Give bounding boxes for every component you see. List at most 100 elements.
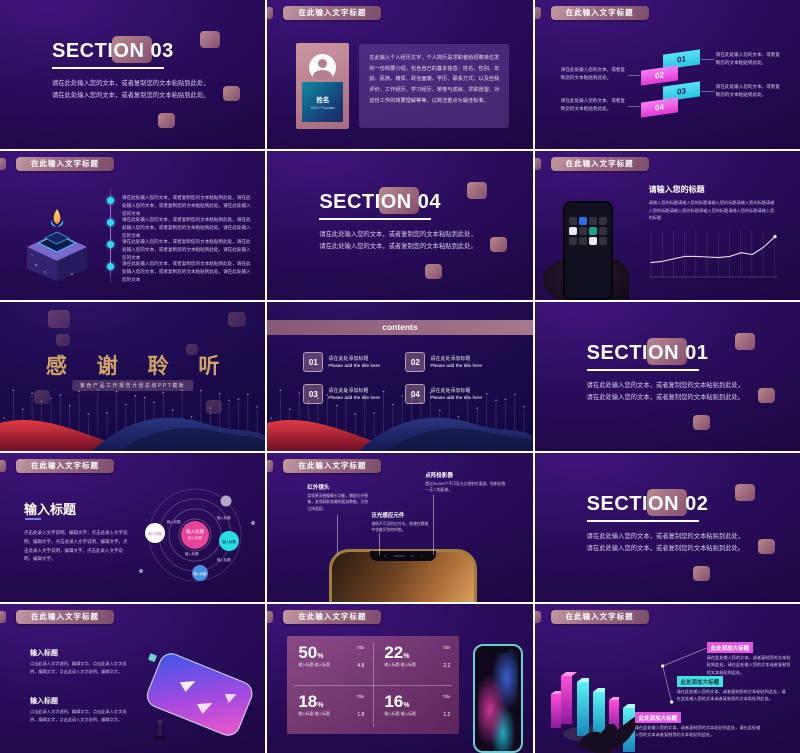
particle-dot: [50, 397, 52, 400]
contents-item: 01 请在此处添加标题 Please add the title here: [303, 352, 380, 372]
callout-text: 借助不可见的红外光，即使在黑暗中也能识别你的脸。: [371, 522, 429, 533]
line-chart: [648, 231, 777, 278]
stat-cell: 22% 输入标题 输入标题 Title 2.2: [373, 636, 459, 685]
header-fragment: [267, 611, 274, 623]
stat-value: 4.8: [357, 663, 365, 669]
block-heading: 输入标题: [30, 698, 58, 705]
callout-infrared: 红外镜头 实现原深感摄像头功能，捕捉红外图像，进而获取准确的面部数据，识别立体面…: [307, 483, 371, 512]
particle-dot: [181, 389, 183, 391]
highlight-text: 请在此处输入您的文本，或者复制您的文本粘贴到此处，请在此处输入您的文本或者复制您…: [634, 725, 761, 738]
phone-ui-tile: [588, 227, 597, 235]
header-fragment: [0, 158, 6, 170]
particle-dot: [228, 399, 230, 402]
profile-text: 在此输入个人经历文字，个人简历是求职者给招聘单位发的一份简要介绍，包含自己的基本…: [359, 44, 510, 128]
step-text: 请在此处输入您的文本，或者复制您的文本粘贴到此处。: [715, 52, 780, 66]
slide-thumb-contents[interactable]: contents 01 请在此处添加标题 Please add the titl…: [267, 302, 533, 451]
particle-dot: [458, 416, 460, 418]
slide-thumb-section-02[interactable]: SECTION 02 请在此处输入您的文本，或者复制您的文本粘贴到此处，请在此处…: [534, 453, 800, 602]
stat-value: 2.2: [443, 663, 451, 669]
slide-thumb-thank-you[interactable]: 感 谢 聆 听 紫色产品工作报告计划总结PPT模板: [0, 302, 266, 451]
phone-ui-tile: [568, 237, 577, 245]
step-02: 02: [640, 65, 678, 86]
callout-text: 实现原深感摄像头功能，捕捉红外图像，进而获取准确的面部数据，识别立体面容。: [307, 494, 369, 511]
slide-thumb-iso-phone[interactable]: 在此输入文字标题 输入标题 点击此录入文字说明，编辑文字，点击此录入文字说明，编…: [0, 604, 266, 753]
section-title: SECTION 01: [586, 342, 709, 364]
particle-dot: [209, 407, 212, 409]
particle-dot: [439, 409, 441, 412]
slide-header: 在此输入文字标题: [550, 157, 649, 171]
stat-cell: 50% 输入标题 输入标题 Title 4.8: [287, 636, 373, 685]
particle-dot: [3, 417, 5, 419]
deco-square: [112, 36, 152, 63]
particle-dot: [106, 412, 108, 414]
deco-square: [186, 344, 198, 355]
chart-heading: 请输入您的标题: [648, 185, 705, 194]
slide-thumb-steps[interactable]: 在此输入文字标题 01 02 03 04 请在此处输入您的文本，或者复制您的文本…: [534, 0, 800, 149]
particle-dot: [298, 392, 301, 394]
header-fragment: [534, 7, 541, 19]
iphone-top-illustration: [329, 549, 478, 602]
avatar: [309, 54, 337, 81]
contents-title-band: contents: [267, 320, 533, 335]
highlight-text: 请在此处输入您的文本，或者复制您的文本粘贴到此处，请在此处输入您的文本或者复制您…: [706, 655, 791, 675]
contents-number: 01: [303, 352, 324, 372]
deco-square: [490, 237, 508, 252]
deco-square: [34, 390, 50, 404]
slide-thumb-faceid[interactable]: 在此输入文字标题 红外镜头 实现原深感摄像头功能，捕捉红外图像，进而获取准确的面…: [267, 453, 533, 602]
percent-sign: %: [317, 653, 324, 660]
slide-header: 在此输入文字标题: [16, 157, 114, 171]
timeline-dot: [107, 219, 114, 226]
phone-illustration: [562, 201, 613, 300]
header-fragment: [0, 460, 6, 472]
stat-percent: 18: [298, 692, 318, 711]
deco-square: [734, 484, 755, 501]
particle-dot: [237, 398, 240, 401]
stat-title: Title: [356, 645, 365, 650]
profile-card: 姓名 CEO / Founder: [296, 43, 350, 129]
particle-dot: [429, 391, 432, 394]
slide-thumb-timeline[interactable]: 在此输入文字标题 请在此处输入您的文本，或者复制您的文本粘贴到此处，请在此处输入…: [0, 151, 266, 300]
stat-sub: 输入标题 输入标题: [298, 663, 330, 667]
thanks-subtitle: 紫色产品工作报告计划总结PPT模板: [72, 380, 194, 391]
slide-thumb-orbit[interactable]: 在此输入文字标题 输入标题 点击此录入文字说明，编辑文字，点击此录入文字说明，编…: [0, 453, 266, 602]
section-body-text: 请在此处输入您的文本，或者复制您的文本粘贴到此处，请在此处输入您的文本，或者复制…: [319, 231, 477, 250]
stat-title: Title: [442, 694, 451, 699]
contents-zh: 请在此处添加标题: [430, 388, 471, 394]
title-underline: [319, 218, 432, 220]
particle-dot: [143, 396, 146, 399]
particle-dot: [59, 394, 62, 396]
block-paragraph: 点击此录入文字说明，编辑文字，点击此录入文字说明，编辑文字，点击此录入文字说明，…: [30, 661, 127, 674]
slide-thumb-3d-bars[interactable]: 在此输入文字标题 此处添加大标题 请在此处输入您的文本，或者复制您的文本粘贴到此…: [534, 604, 800, 753]
highlight-title: 此处添加大标题: [634, 712, 682, 723]
panel-divider: [373, 642, 375, 728]
contents-en: Please add the title here: [328, 396, 381, 401]
percent-sign: %: [317, 702, 324, 709]
slide-thumb-section-03[interactable]: SECTION 03 请在此处输入您的文本，或者复制您的文本粘贴到此处，请在此处…: [0, 0, 266, 149]
deco-square: [757, 388, 775, 403]
contents-item: 03 请在此处添加标题 Please add the title here: [303, 384, 380, 404]
contents-item: 04 请在此处添加标题 Please add the title here: [405, 384, 482, 404]
orbit-ring-label: 输入标题: [167, 519, 181, 524]
bar-chart-illustration: [550, 672, 641, 753]
particle-dot: [87, 413, 90, 415]
slide-thumb-profile[interactable]: 在此输入文字标题 姓名 CEO / Founder 在此输入个人经历文字，个人简…: [267, 0, 533, 149]
connector-line: [700, 91, 715, 92]
slide-header: 在此输入文字标题: [16, 610, 114, 624]
slide-header: 在此输入文字标题: [283, 459, 382, 473]
deco-square: [692, 566, 710, 581]
slide-thumb-section-04[interactable]: SECTION 04 请在此处输入您的文本，或者复制您的文本粘贴到此处，请在此处…: [267, 151, 533, 300]
slide-thumb-section-01[interactable]: SECTION 01 请在此处输入您的文本，或者复制您的文本粘贴到此处，请在此处…: [534, 302, 800, 451]
stats-panel: 50% 输入标题 输入标题 Title 4.8 22% 输入标题 输入标题 Ti…: [287, 636, 460, 734]
deco-square: [467, 182, 488, 199]
header-fragment: [534, 611, 541, 623]
person-name: 姓名: [316, 97, 330, 104]
slide-thumb-line-chart[interactable]: 在此输入文字标题 请输入您的标题 请输入您的标题请输入您的标题请输入您的标题请输…: [534, 151, 800, 300]
particle-dot: [134, 395, 137, 397]
particle-dot: [21, 408, 24, 411]
deco-square: [425, 264, 443, 279]
stat-cell: 16% 输入标题 输入标题 Title 1.2: [373, 685, 459, 734]
slide-thumb-stats[interactable]: 在此输入文字标题 50% 输入标题 输入标题 Title 4.8 22% 输入标…: [267, 604, 533, 753]
isometric-phone-illustration: [146, 653, 253, 740]
particle-dot: [125, 403, 127, 406]
